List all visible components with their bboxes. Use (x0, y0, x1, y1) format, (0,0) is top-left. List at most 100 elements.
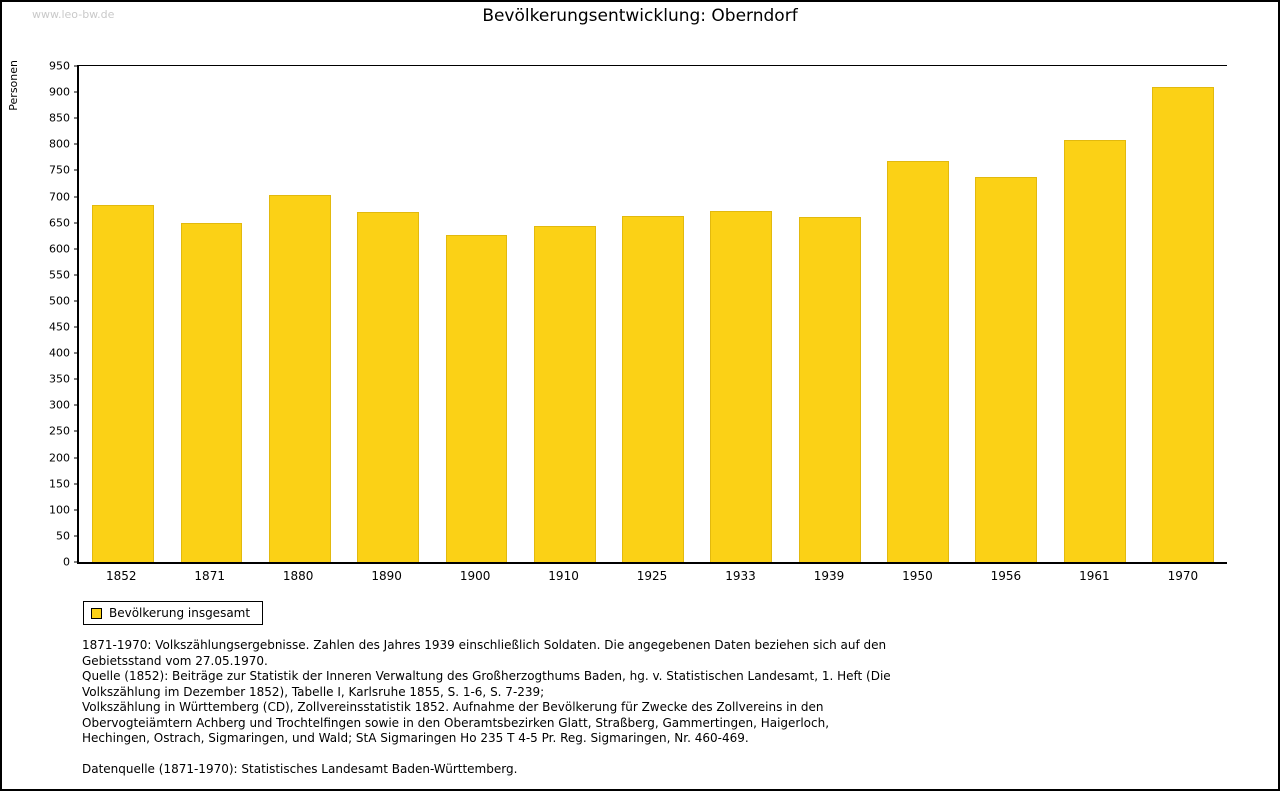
y-tick-mark (74, 430, 79, 432)
y-tick-900: 900 (49, 86, 79, 99)
bar-1933 (710, 210, 773, 562)
y-tick-950: 950 (49, 60, 79, 73)
y-tick-label: 200 (49, 451, 70, 465)
y-tick-mark (74, 535, 79, 537)
y-tick-mark (74, 352, 79, 354)
x-tick-label-1939: 1939 (813, 569, 845, 583)
plot-area: 0 50 100 150 200 250 300 350 400 450 500 550 600 650 7… (49, 60, 1227, 569)
x-tick-label-1890: 1890 (371, 569, 402, 583)
y-tick-400: 400 (49, 347, 79, 360)
x-tick-label-1956: 1956 (990, 569, 1022, 583)
y-tick-mark (74, 222, 79, 224)
bars (79, 66, 1227, 562)
y-tick-label: 800 (49, 137, 70, 151)
y-tick-mark (74, 457, 79, 459)
y-tick-label: 550 (49, 268, 70, 282)
y-tick-mark (74, 561, 79, 563)
y-tick-label: 450 (49, 320, 70, 334)
x-axis-labels: 1852 1871 1880 1890 1900 1910 1925 1933 1939 1950… (77, 569, 1227, 583)
x-tick-label-1933: 1933 (725, 569, 756, 583)
y-tick-label: 300 (49, 398, 70, 412)
bar-1956 (975, 177, 1038, 562)
y-tick-650: 650 (49, 216, 79, 229)
legend: Bevölkerung insgesamt (83, 601, 264, 625)
y-tick-mark (74, 509, 79, 511)
x-tick-label-1925: 1925 (636, 569, 668, 583)
y-tick-label: 0 (63, 555, 70, 569)
y-tick-100: 100 (49, 503, 79, 516)
y-tick-500: 500 (49, 294, 79, 307)
bar-slot (962, 66, 1050, 562)
bar-slot (344, 66, 432, 562)
y-tick-mark (74, 196, 79, 198)
y-tick-mark (74, 300, 79, 302)
y-tick-mark (74, 326, 79, 328)
x-tick-label-1871: 1871 (194, 569, 225, 583)
y-tick-label: 400 (49, 346, 70, 360)
bar-1925 (622, 216, 684, 562)
y-tick-mark (74, 248, 79, 250)
bar-1910 (533, 225, 596, 562)
y-tick-0: 0 (63, 556, 79, 569)
bar-slot (167, 66, 255, 562)
y-tick-mark (74, 169, 79, 171)
bar-1890 (357, 211, 419, 562)
y-tick-label: 350 (49, 372, 70, 386)
legend-label: Bevölkerung insgesamt (109, 606, 251, 620)
y-tick-label: 900 (49, 85, 70, 99)
bar-1900 (445, 235, 508, 562)
y-tick-mark (74, 483, 79, 485)
bar-slot (79, 66, 167, 562)
bar-slot (697, 66, 785, 562)
bar-1970 (1152, 86, 1214, 562)
bar-1880 (268, 194, 331, 562)
y-tick-mark (74, 65, 79, 67)
y-tick-150: 150 (49, 477, 79, 490)
y-tick-50: 50 (56, 529, 79, 542)
y-tick-label: 150 (49, 477, 70, 491)
bar-1871 (180, 223, 243, 562)
legend-swatch (91, 607, 102, 619)
y-tick-700: 700 (49, 190, 79, 203)
x-tick-label-1970: 1970 (1167, 569, 1199, 583)
y-tick-750: 750 (49, 164, 79, 177)
y-tick-mark (74, 117, 79, 119)
bar-slot (521, 66, 609, 562)
watermark: www.leo-bw.de (32, 8, 115, 21)
bar-1961 (1063, 140, 1126, 562)
y-tick-label: 100 (49, 503, 70, 517)
y-tick-label: 750 (49, 163, 70, 177)
footnote-line: Quelle (1852): Beiträge zur Statistik de… (82, 669, 891, 699)
y-tick-450: 450 (49, 321, 79, 334)
bar-slot (609, 66, 697, 562)
x-tick-label-1961: 1961 (1079, 569, 1110, 583)
footnotes: 1871-1970: Volkszählungsergebnisse. Zahl… (82, 638, 894, 777)
y-tick-mark (74, 404, 79, 406)
y-tick-350: 350 (49, 373, 79, 386)
x-tick-label-1910: 1910 (548, 569, 579, 583)
bar-1852 (92, 204, 155, 562)
x-tick-label-1852: 1852 (105, 569, 137, 583)
y-tick-mark (74, 378, 79, 380)
y-tick-250: 250 (49, 425, 79, 438)
footnote-line: Volkszählung in Württemberg (CD), Zollve… (82, 700, 830, 745)
footnote-line: 1871-1970: Volkszählungsergebnisse. Zahl… (82, 638, 887, 668)
y-tick-850: 850 (49, 112, 79, 125)
chart-title: Bevölkerungsentwicklung: Oberndorf (482, 6, 798, 26)
x-tick-label-1900: 1900 (459, 569, 491, 583)
y-tick-label: 600 (49, 242, 70, 256)
bar-1950 (887, 160, 949, 562)
bar-slot (1139, 66, 1227, 562)
bar-slot (256, 66, 344, 562)
y-tick-mark (74, 274, 79, 276)
x-tick-label-1950: 1950 (902, 569, 933, 583)
y-tick-label: 850 (49, 111, 70, 125)
bar-slot (874, 66, 962, 562)
y-tick-label: 650 (49, 216, 70, 230)
x-tick-label-1880: 1880 (282, 569, 314, 583)
footnote-line: Datenquelle (1871-1970): Statistisches L… (82, 761, 518, 776)
y-tick-550: 550 (49, 268, 79, 281)
y-axis-ticks: 0 50 100 150 200 250 300 350 400 450 500 550 600 650 7… (2, 60, 79, 569)
y-tick-label: 50 (56, 529, 70, 543)
